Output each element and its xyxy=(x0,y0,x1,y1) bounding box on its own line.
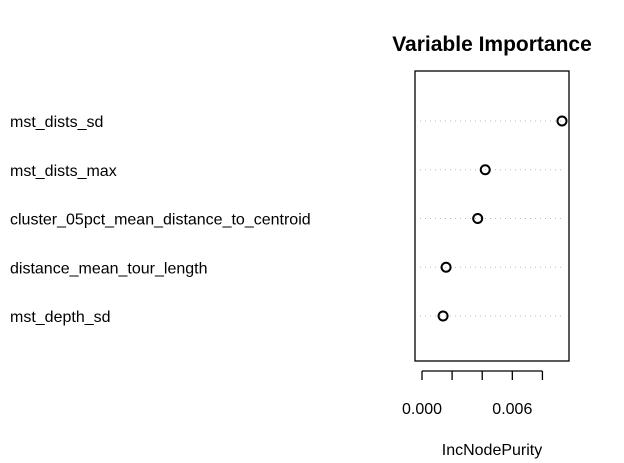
chart-rows: mst_dists_sd mst_dists_max cluster_05pct_m… xyxy=(10,114,568,326)
data-point xyxy=(472,213,484,224)
data-point xyxy=(479,164,491,176)
category-label: cluster_05pct_mean_distance_to_centroid xyxy=(10,212,311,229)
chart-title: Variable Importance xyxy=(392,33,592,56)
category-label: distance_mean_tour_length xyxy=(10,260,207,277)
category-label: mst_dists_max xyxy=(10,163,117,180)
data-point xyxy=(440,261,452,273)
x-axis-label: IncNodePurity xyxy=(442,442,543,459)
x-tick-label: 0.000 xyxy=(402,401,442,418)
data-point xyxy=(437,310,449,322)
chart-row: mst_dists_max xyxy=(10,163,564,180)
chart-row: mst_depth_sd xyxy=(10,309,564,326)
x-axis: 0.000 0.006 xyxy=(402,370,544,418)
category-label: mst_dists_sd xyxy=(10,114,103,131)
chart-row: mst_dists_sd xyxy=(10,114,568,131)
category-label: mst_depth_sd xyxy=(10,309,111,326)
data-point xyxy=(556,115,568,127)
chart-row: distance_mean_tour_length xyxy=(10,260,564,277)
plot-frame xyxy=(414,70,570,362)
x-tick-label: 0.006 xyxy=(492,401,532,418)
chart-row: cluster_05pct_mean_distance_to_centroid xyxy=(10,212,564,229)
